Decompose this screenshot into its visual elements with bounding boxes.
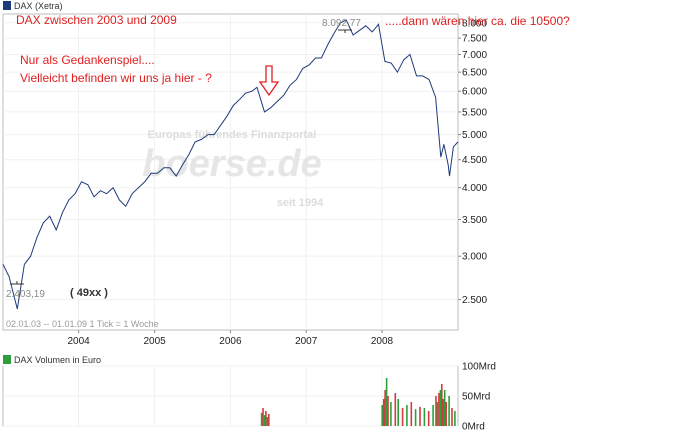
volume-tick-label: 0Mrd [462, 422, 485, 433]
y-tick-label: 4.500 [462, 155, 487, 166]
arrow-down-icon [258, 65, 280, 97]
volume-bar [435, 396, 437, 426]
volume-bar [406, 405, 408, 426]
volume-bar [266, 417, 269, 426]
annotation-title: DAX zwischen 2003 und 2009 [16, 13, 177, 27]
min-value-label: 2.403,19 [6, 289, 45, 300]
volume-bar [441, 384, 443, 426]
volume-bar [397, 399, 399, 426]
volume-bar [263, 415, 266, 426]
volume-bar [387, 396, 389, 426]
watermark-line2: seit 1994 [277, 197, 324, 209]
watermark-brand: boerse.de [142, 143, 322, 185]
volume-bar [262, 408, 264, 426]
watermark-line1: Europas führendes Finanzportal [148, 129, 317, 141]
y-axis-ticks: 8.000 7.500 7.000 6.500 6.000 5.500 5.000 4.500… [458, 18, 487, 306]
volume-tick-label: 50Mrd [462, 392, 490, 403]
volume-bar [384, 390, 386, 426]
volume-bar [268, 414, 270, 426]
volume-bar [385, 378, 388, 426]
volume-bar [448, 396, 450, 426]
max-marker [338, 29, 352, 33]
y-tick-label: 6.000 [462, 87, 487, 98]
volume-bar [442, 399, 445, 426]
volume-bar [260, 412, 263, 426]
volume-bar [390, 402, 392, 426]
x-tick-label: 2006 [219, 336, 242, 347]
annotation-top-note: .....dann wären hier ca. die 10500? [385, 14, 570, 28]
volume-axis-ticks: 100Mrd 50Mrd 0Mrd [462, 362, 496, 433]
volume-bar [382, 399, 385, 426]
max-value-label: 8.092,77 [322, 18, 361, 29]
y-tick-label: 4.000 [462, 183, 487, 194]
volume-bar [394, 393, 397, 426]
grid-lines [3, 14, 458, 427]
annotation-note-line2: Vielleicht befinden wir uns ja hier - ? [20, 71, 212, 85]
volume-bar [265, 411, 267, 426]
y-tick-label: 7.500 [462, 34, 487, 45]
volume-bar [414, 409, 417, 426]
main-legend-swatch [3, 1, 11, 10]
x-tick-label: 2007 [295, 336, 318, 347]
watermark: Europas führendes Finanzportal boerse.de… [142, 129, 324, 209]
dax-price-line [2, 19, 459, 310]
y-tick-label: 8.000 [462, 18, 487, 29]
x-axis-ticks: 2004 2005 2006 2007 2008 [67, 330, 394, 347]
volume-bar [438, 393, 440, 426]
volume-bar [427, 411, 430, 426]
annotation-note-line1: Nur als Gedankenspiel.... [20, 53, 155, 67]
x-tick-label: 2005 [143, 336, 166, 347]
volume-bar [454, 411, 456, 426]
volume-bars [260, 378, 456, 426]
volume-bar [419, 406, 421, 426]
y-tick-label: 5.500 [462, 107, 487, 118]
volume-bar [445, 402, 447, 426]
volume-legend-swatch [3, 355, 11, 364]
x-tick-label: 2004 [67, 336, 90, 347]
volume-legend-label: DAX Volumen in Euro [14, 355, 101, 365]
min-marker [10, 281, 24, 285]
volume-bar [436, 402, 439, 426]
volume-bar [451, 408, 453, 426]
volume-bar [443, 390, 446, 426]
volume-bar [439, 390, 442, 426]
y-tick-label: 2.500 [462, 295, 487, 306]
y-tick-label: 6.500 [462, 68, 487, 79]
main-legend-label: DAX (Xetra) [14, 1, 63, 11]
volume-tick-label: 100Mrd [462, 362, 496, 373]
volume-bar [432, 405, 434, 426]
volume-bar [401, 408, 404, 426]
y-tick-label: 5.000 [462, 130, 487, 141]
range-info: 02.01.03 -- 01.01.09 1 Tick = 1 Woche [6, 319, 159, 329]
volume-bar [423, 408, 426, 426]
volume-bar [410, 402, 413, 426]
y-tick-label: 7.000 [462, 50, 487, 61]
y-tick-label: 3.500 [462, 215, 487, 226]
annotation-bottom-note: ( 49xx ) [70, 287, 108, 299]
volume-bar [381, 405, 383, 426]
y-tick-label: 3.000 [462, 252, 487, 263]
x-tick-label: 2008 [371, 336, 394, 347]
